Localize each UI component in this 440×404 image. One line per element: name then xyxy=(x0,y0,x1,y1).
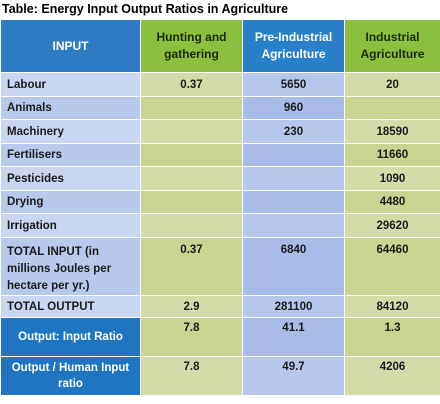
cell-hunting: 0.37 xyxy=(140,72,243,97)
table-row: TOTAL OUTPUT 2.9 281100 84120 xyxy=(0,295,440,318)
row-label: Fertilisers xyxy=(0,143,141,167)
cell-hunting: 2.9 xyxy=(140,295,243,318)
cell-industrial: 4206 xyxy=(344,356,440,396)
column-header-industrial: Industrial Agriculture xyxy=(344,19,440,73)
cell-pre-industrial xyxy=(242,213,345,238)
row-label: TOTAL OUTPUT xyxy=(0,295,141,318)
cell-pre-industrial: 5650 xyxy=(242,72,345,97)
table-row: Output / Human Input ratio 7.8 49.7 4206 xyxy=(0,356,440,396)
cell-industrial xyxy=(344,96,440,120)
cell-hunting xyxy=(140,143,243,167)
row-label: Output / Human Input ratio xyxy=(0,356,141,396)
cell-industrial: 1.3 xyxy=(344,317,440,357)
table-row: Machinery 230 18590 xyxy=(0,119,440,144)
row-label: Animals xyxy=(0,96,141,120)
row-label: Output: Input Ratio xyxy=(0,317,141,357)
table-row: Fertilisers 11660 xyxy=(0,143,440,167)
row-label: Drying xyxy=(0,190,141,214)
cell-hunting xyxy=(140,166,243,191)
cell-hunting xyxy=(140,190,243,214)
table-row: TOTAL INPUT (in millions Joules per hect… xyxy=(0,237,440,296)
cell-hunting: 0.37 xyxy=(140,237,243,296)
energy-ratio-table: INPUT Hunting and gathering Pre-Industri… xyxy=(0,19,440,396)
row-label: Irrigation xyxy=(0,213,141,238)
cell-pre-industrial: 281100 xyxy=(242,295,345,318)
cell-pre-industrial: 960 xyxy=(242,96,345,120)
cell-industrial: 29620 xyxy=(344,213,440,238)
cell-industrial: 64460 xyxy=(344,237,440,296)
row-label: Pesticides xyxy=(0,166,141,191)
table-row: Drying 4480 xyxy=(0,190,440,214)
cell-industrial: 1090 xyxy=(344,166,440,191)
row-label: Labour xyxy=(0,72,141,97)
table-title: Table: Energy Input Output Ratios in Agr… xyxy=(2,2,289,16)
column-header-input: INPUT xyxy=(0,19,141,73)
cell-hunting: 7.8 xyxy=(140,317,243,357)
row-label: Machinery xyxy=(0,119,141,144)
table-row: Output: Input Ratio 7.8 41.1 1.3 xyxy=(0,317,440,357)
header-row: INPUT Hunting and gathering Pre-Industri… xyxy=(0,19,440,73)
cell-pre-industrial xyxy=(242,166,345,191)
cell-pre-industrial: 6840 xyxy=(242,237,345,296)
table-row: Animals 960 xyxy=(0,96,440,120)
cell-pre-industrial xyxy=(242,190,345,214)
cell-industrial: 18590 xyxy=(344,119,440,144)
cell-pre-industrial: 41.1 xyxy=(242,317,345,357)
cell-industrial: 4480 xyxy=(344,190,440,214)
cell-industrial: 20 xyxy=(344,72,440,97)
cell-industrial: 11660 xyxy=(344,143,440,167)
table-row: Pesticides 1090 xyxy=(0,166,440,191)
cell-pre-industrial xyxy=(242,143,345,167)
cell-hunting xyxy=(140,213,243,238)
cell-industrial: 84120 xyxy=(344,295,440,318)
column-header-pre-industrial: Pre-Industrial Agriculture xyxy=(242,19,345,73)
column-header-hunting: Hunting and gathering xyxy=(140,19,243,73)
table-row: Irrigation 29620 xyxy=(0,213,440,238)
cell-hunting: 7.8 xyxy=(140,356,243,396)
cell-pre-industrial: 49.7 xyxy=(242,356,345,396)
row-label: TOTAL INPUT (in millions Joules per hect… xyxy=(0,237,141,296)
table-row: Labour 0.37 5650 20 xyxy=(0,72,440,97)
cell-pre-industrial: 230 xyxy=(242,119,345,144)
cell-hunting xyxy=(140,119,243,144)
cell-hunting xyxy=(140,96,243,120)
